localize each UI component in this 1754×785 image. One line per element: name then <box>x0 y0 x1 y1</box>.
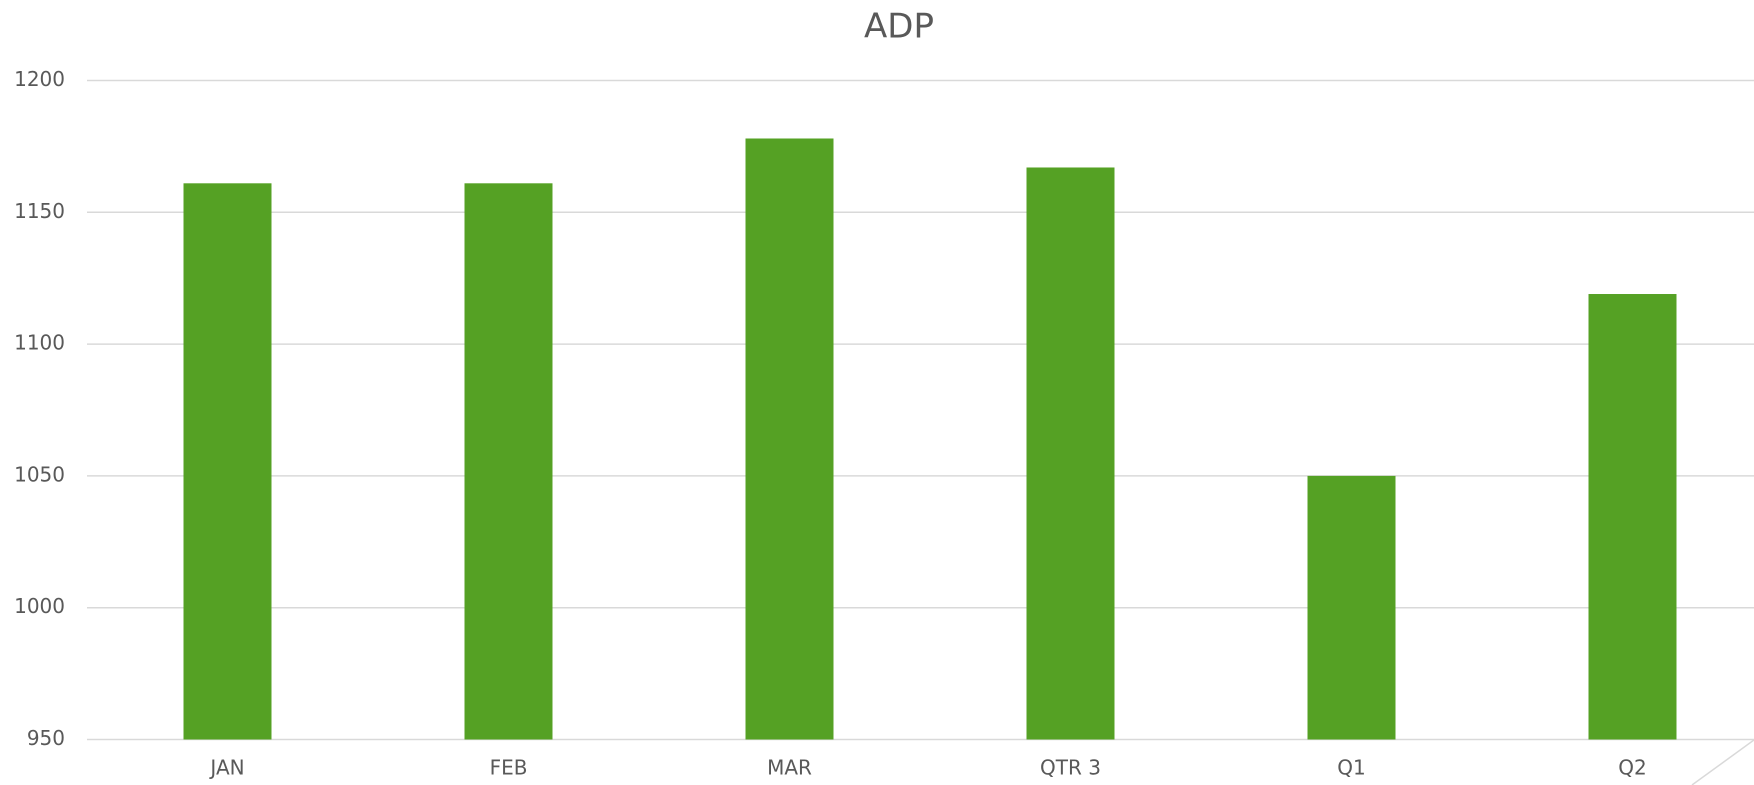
bar <box>1307 475 1396 740</box>
y-tick-label: 1100 <box>14 331 65 355</box>
x-tick-label: Q1 <box>1337 756 1365 780</box>
y-tick-label: 1200 <box>14 67 65 91</box>
bar <box>1588 294 1677 740</box>
bar <box>464 183 553 740</box>
y-tick-label: 1150 <box>14 199 65 223</box>
y-tick-label: 950 <box>27 726 65 750</box>
bar <box>183 183 272 740</box>
y-tick-label: 1050 <box>14 462 65 486</box>
x-tick-label: JAN <box>208 756 244 780</box>
chart-title: ADP <box>864 7 934 47</box>
bar <box>745 138 834 740</box>
bar <box>1026 167 1115 740</box>
x-tick-label: Q2 <box>1618 756 1646 780</box>
x-tick-label: QTR 3 <box>1040 756 1101 780</box>
y-tick-label: 1000 <box>14 594 65 618</box>
x-tick-label: FEB <box>490 756 528 780</box>
x-tick-label: MAR <box>767 756 812 780</box>
decoration <box>1691 739 1754 785</box>
